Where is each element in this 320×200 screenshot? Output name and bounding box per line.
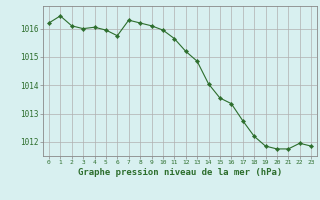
X-axis label: Graphe pression niveau de la mer (hPa): Graphe pression niveau de la mer (hPa) bbox=[78, 168, 282, 177]
